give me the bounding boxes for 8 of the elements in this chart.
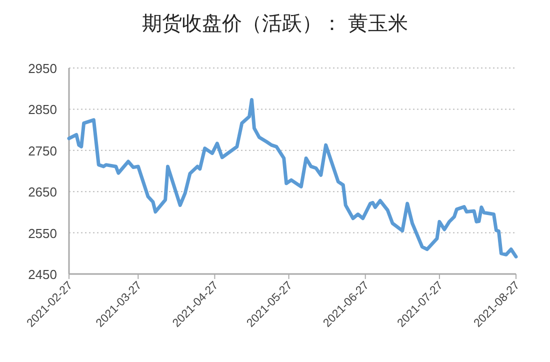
line-series: [67, 98, 518, 258]
y-tick-label: 2450: [28, 267, 57, 282]
y-tick-label: 2850: [28, 102, 57, 118]
y-tick-label: 2550: [28, 226, 57, 241]
chart-title: 期货收盘价（活跃）： 黄玉米: [142, 13, 408, 35]
y-tick-label: 2950: [28, 61, 57, 76]
y-tick-label: 2650: [28, 184, 57, 200]
y-tick-label: 2750: [28, 143, 57, 158]
